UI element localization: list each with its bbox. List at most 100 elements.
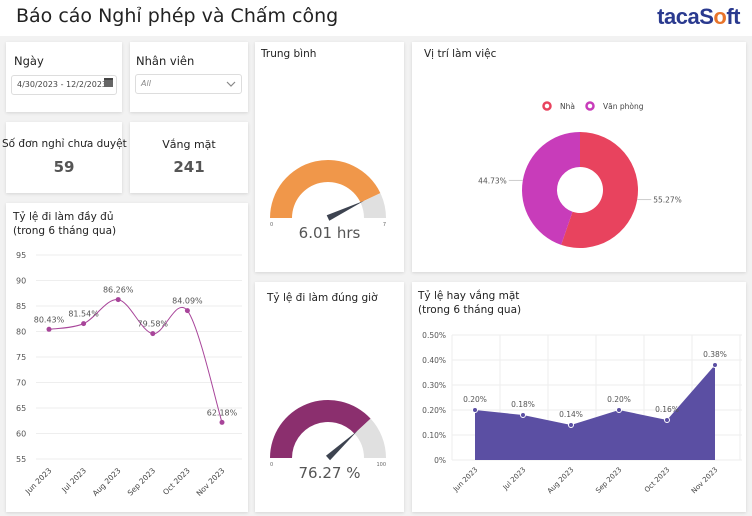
work-location-card: Vị trí làm việc 55.27% Nhà 44.73% Văn phòng — [412, 42, 746, 272]
data-point — [616, 407, 622, 413]
gauge-needle — [325, 430, 358, 461]
donut-chart: 55.27% Nhà 44.73% Văn phòng — [478, 101, 682, 248]
y-tick-label: 95 — [16, 251, 26, 260]
x-tick-label: Jul 2023 — [501, 466, 528, 493]
data-point — [81, 321, 87, 327]
data-point — [520, 412, 526, 418]
ontime-gauge: 0 100 — [270, 399, 386, 468]
data-point — [115, 297, 121, 303]
data-label: 0.38% — [703, 350, 727, 359]
gauge-fill — [270, 160, 381, 218]
gauge-track — [360, 193, 386, 218]
data-point — [46, 326, 52, 332]
x-tick-label: Aug 2023 — [546, 466, 575, 495]
data-label: 0.14% — [559, 410, 583, 419]
avg-title: Trung bình — [261, 48, 317, 60]
absent-card: Vắng mặt 241 — [130, 122, 248, 193]
employee-filter-card: Nhân viên All — [130, 42, 248, 112]
x-tick-label: Nov 2023 — [690, 466, 719, 495]
x-tick-label: Sep 2023 — [126, 466, 158, 498]
gauge-min-label: 0 — [270, 222, 273, 228]
chart-title: Tỷ lệ đi làm đầy đủ — [13, 211, 114, 223]
page-title: Báo cáo Nghỉ phép và Chấm công — [16, 5, 339, 27]
ontime-card: Tỷ lệ đi làm đúng giờ 0 100 76.27 % — [255, 282, 404, 512]
x-tick-label: Jun 2023 — [23, 466, 54, 497]
data-label: 84.09% — [172, 297, 203, 306]
x-tick-label: Sep 2023 — [594, 466, 623, 495]
chevron-down-icon — [226, 81, 236, 87]
employee-select[interactable]: All — [135, 74, 242, 94]
y-tick-label: 0.30% — [422, 381, 446, 390]
data-label: 86.26% — [103, 286, 134, 295]
y-tick-label: 60 — [16, 430, 26, 439]
pie-slice — [522, 132, 580, 245]
ontime-title: Tỷ lệ đi làm đúng giờ — [267, 292, 378, 304]
chart-title: Tỷ lệ hay vắng mặt — [418, 290, 520, 302]
slice-label: 55.27% — [653, 196, 682, 205]
data-label: 0.20% — [463, 395, 487, 404]
y-tick-label: 0.10% — [422, 431, 446, 440]
data-point — [472, 407, 478, 413]
date-filter-card: Ngày 4/30/2023 - 12/2/2023 — [6, 42, 122, 112]
pending-value: 59 — [53, 158, 75, 176]
x-tick-label: Oct 2023 — [161, 466, 192, 497]
y-tick-label: 75 — [16, 353, 26, 362]
x-tick-label: Jul 2023 — [59, 466, 88, 495]
employee-value: All — [141, 79, 151, 88]
attendance-line-card: Tỷ lệ đi làm đầy đủ (trong 6 tháng qua) … — [6, 203, 248, 512]
gauge-max-label: 100 — [376, 462, 386, 468]
y-tick-label: 80 — [16, 328, 26, 337]
ontime-value: 76.27 % — [298, 464, 361, 482]
chart-title: Vị trí làm việc — [424, 48, 497, 60]
gauge-min-label: 0 — [270, 462, 273, 468]
calendar-icon[interactable] — [104, 78, 113, 87]
gauge-needle — [326, 200, 365, 221]
header: Báo cáo Nghỉ phép và Chấm công tacaSoft — [0, 0, 752, 36]
y-tick-label: 85 — [16, 302, 26, 311]
chart-subtitle: (trong 6 tháng qua) — [418, 304, 522, 316]
line-chart: 95 90 85 80 75 70 65 60 55 80.43% Jun 2023 81.54% Ju… — [16, 251, 242, 498]
x-tick-label: Oct 2023 — [643, 466, 671, 494]
area-fill — [475, 365, 715, 460]
data-point — [712, 362, 718, 368]
gauge-track — [354, 418, 386, 458]
avg-value: 6.01 hrs — [298, 224, 361, 242]
data-point — [184, 308, 190, 314]
x-tick-label: Jun 2023 — [451, 466, 479, 494]
data-point — [219, 419, 225, 425]
legend-label: Văn phòng — [603, 102, 644, 111]
data-label: 81.54% — [68, 310, 99, 319]
data-label: 79.58% — [138, 320, 169, 329]
data-label: 62.18% — [207, 408, 238, 417]
absent-label: Vắng mặt — [162, 138, 216, 151]
y-tick-label: 55 — [16, 455, 26, 464]
legend-marker — [542, 101, 552, 111]
pending-label: Số đơn nghỉ chưa duyệt — [2, 138, 127, 150]
employee-label: Nhân viên — [136, 54, 195, 68]
data-label: 80.43% — [34, 315, 65, 324]
date-range-input[interactable]: 4/30/2023 - 12/2/2023 — [11, 75, 117, 95]
y-tick-label: 0.40% — [422, 356, 446, 365]
data-label: 0.20% — [607, 395, 631, 404]
date-range-value: 4/30/2023 - 12/2/2023 — [17, 80, 108, 89]
tacasoft-logo: tacaSoft — [657, 4, 740, 29]
y-tick-label: 90 — [16, 277, 26, 286]
y-tick-label: 0.20% — [422, 406, 446, 415]
data-point — [664, 417, 670, 423]
gauge-max-label: 7 — [383, 222, 386, 228]
data-point — [150, 331, 156, 337]
y-tick-label: 0% — [434, 456, 446, 465]
data-point — [568, 422, 574, 428]
gauge-fill — [270, 399, 371, 458]
chart-subtitle: (trong 6 tháng qua) — [13, 225, 117, 237]
absence-rate-card: Tỷ lệ hay vắng mặt (trong 6 tháng qua) 0… — [412, 282, 746, 512]
x-tick-label: Nov 2023 — [195, 466, 227, 498]
absent-value: 241 — [173, 158, 205, 176]
y-tick-label: 0.50% — [422, 331, 446, 340]
date-label: Ngày — [14, 54, 44, 68]
x-tick-label: Aug 2023 — [91, 466, 123, 498]
y-tick-label: 65 — [16, 404, 26, 413]
slice-label: 44.73% — [478, 176, 507, 185]
